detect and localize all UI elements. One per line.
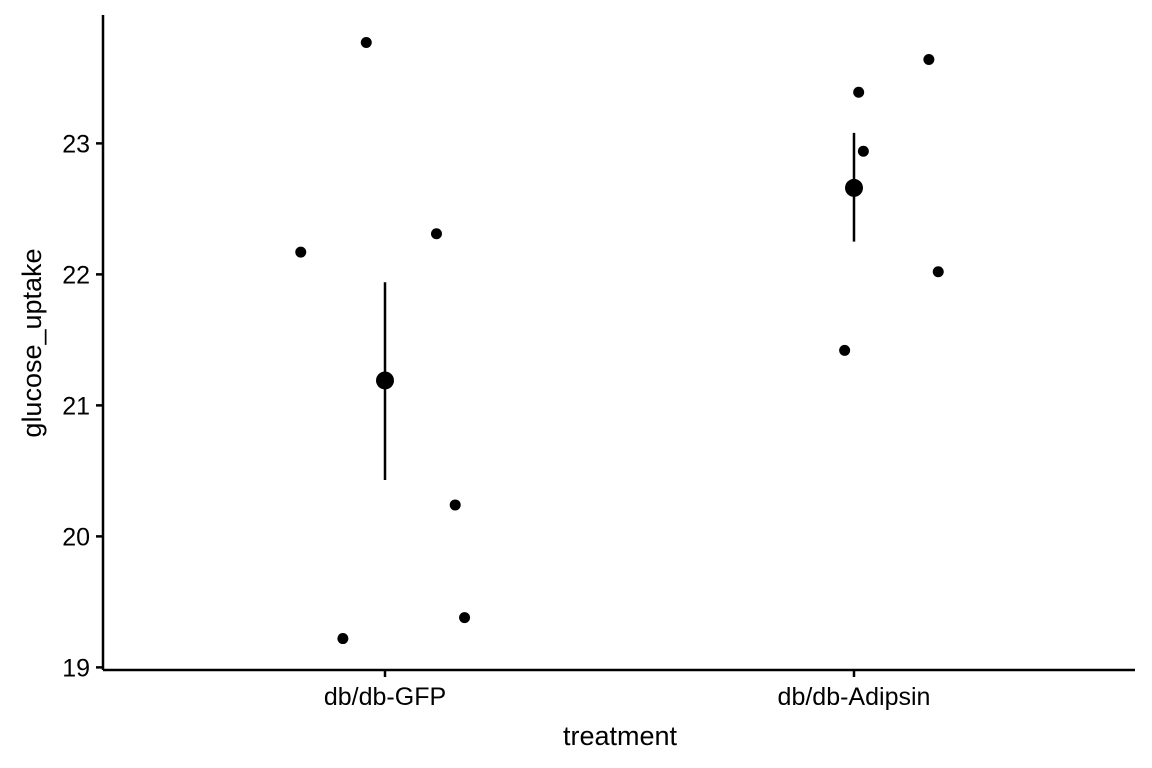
y-tick-label: 23 [62,130,90,158]
data-point [430,228,442,240]
data-point [459,612,471,624]
data-point [337,633,349,645]
y-tick-label: 21 [62,392,90,420]
data-point [449,499,461,511]
y-axis-title: glucose_uptake [17,248,47,437]
x-axis-ticks: db/db-GFP db/db-Adipsin [324,670,931,711]
mean-point [845,178,863,197]
data-point [360,37,372,49]
data-point [923,54,935,66]
mean-point [376,371,394,390]
x-axis-title: treatment [563,721,678,751]
x-tick-label: db/db-GFP [324,683,446,711]
data-point [839,344,851,356]
data-point [932,266,944,278]
y-axis-ticks: 19 20 21 22 23 [62,130,103,682]
plot-area [295,37,944,645]
x-tick-label: db/db-Adipsin [778,683,931,711]
data-point [853,86,865,98]
y-tick-label: 20 [62,523,90,551]
y-tick-label: 22 [62,261,90,289]
y-tick-label: 19 [62,654,90,682]
data-point [857,145,869,157]
data-point [295,246,307,258]
